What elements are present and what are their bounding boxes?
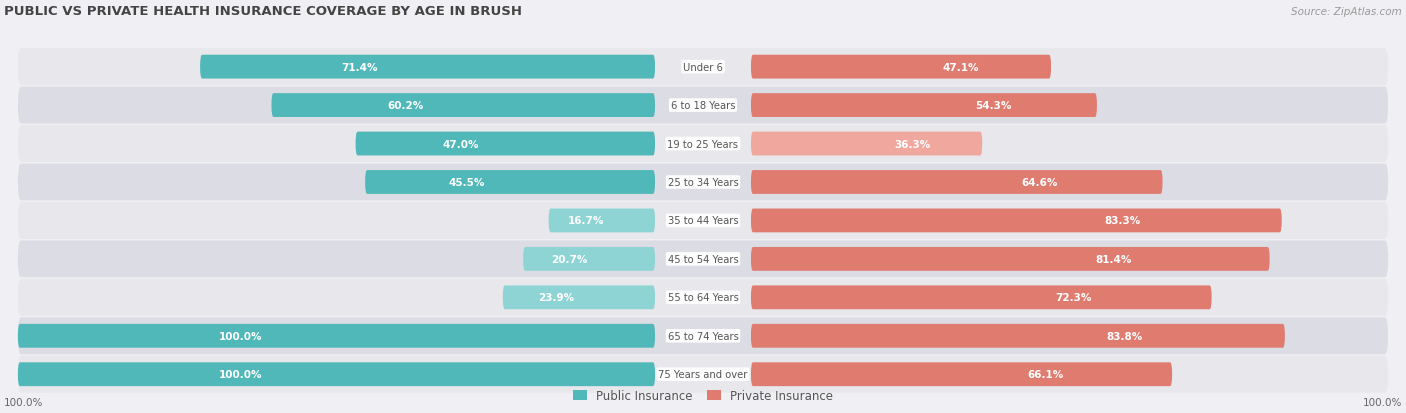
FancyBboxPatch shape bbox=[751, 247, 1270, 271]
Legend: Public Insurance, Private Insurance: Public Insurance, Private Insurance bbox=[568, 385, 838, 407]
FancyBboxPatch shape bbox=[271, 94, 655, 118]
Text: 100.0%: 100.0% bbox=[219, 331, 263, 341]
FancyBboxPatch shape bbox=[751, 324, 1285, 348]
Text: Source: ZipAtlas.com: Source: ZipAtlas.com bbox=[1291, 7, 1402, 17]
FancyBboxPatch shape bbox=[18, 318, 1388, 354]
Text: 65 to 74 Years: 65 to 74 Years bbox=[668, 331, 738, 341]
FancyBboxPatch shape bbox=[366, 171, 655, 195]
Text: 55 to 64 Years: 55 to 64 Years bbox=[668, 293, 738, 303]
FancyBboxPatch shape bbox=[18, 279, 1388, 316]
Text: 20.7%: 20.7% bbox=[551, 254, 588, 264]
Text: 6 to 18 Years: 6 to 18 Years bbox=[671, 101, 735, 111]
Text: Under 6: Under 6 bbox=[683, 62, 723, 72]
FancyBboxPatch shape bbox=[18, 49, 1388, 86]
Text: 36.3%: 36.3% bbox=[894, 139, 931, 149]
FancyBboxPatch shape bbox=[18, 164, 1388, 201]
Text: 72.3%: 72.3% bbox=[1056, 293, 1091, 303]
Text: 35 to 44 Years: 35 to 44 Years bbox=[668, 216, 738, 226]
FancyBboxPatch shape bbox=[751, 132, 983, 156]
FancyBboxPatch shape bbox=[503, 286, 655, 309]
FancyBboxPatch shape bbox=[18, 202, 1388, 239]
Text: 64.6%: 64.6% bbox=[1021, 178, 1057, 188]
Text: 81.4%: 81.4% bbox=[1095, 254, 1132, 264]
FancyBboxPatch shape bbox=[751, 56, 1052, 79]
FancyBboxPatch shape bbox=[18, 324, 655, 348]
Text: 83.8%: 83.8% bbox=[1107, 331, 1143, 341]
FancyBboxPatch shape bbox=[18, 88, 1388, 124]
FancyBboxPatch shape bbox=[751, 94, 1097, 118]
Text: 60.2%: 60.2% bbox=[388, 101, 423, 111]
Text: 54.3%: 54.3% bbox=[974, 101, 1011, 111]
Text: 66.1%: 66.1% bbox=[1028, 369, 1064, 379]
Text: 100.0%: 100.0% bbox=[219, 369, 263, 379]
Text: 25 to 34 Years: 25 to 34 Years bbox=[668, 178, 738, 188]
Text: 100.0%: 100.0% bbox=[1362, 397, 1402, 407]
FancyBboxPatch shape bbox=[751, 209, 1282, 233]
FancyBboxPatch shape bbox=[18, 241, 1388, 278]
FancyBboxPatch shape bbox=[751, 171, 1163, 195]
FancyBboxPatch shape bbox=[751, 286, 1212, 309]
FancyBboxPatch shape bbox=[18, 356, 1388, 393]
Text: 75 Years and over: 75 Years and over bbox=[658, 369, 748, 379]
Text: 47.1%: 47.1% bbox=[943, 62, 980, 72]
FancyBboxPatch shape bbox=[18, 363, 655, 386]
Text: 71.4%: 71.4% bbox=[342, 62, 378, 72]
Text: 45 to 54 Years: 45 to 54 Years bbox=[668, 254, 738, 264]
FancyBboxPatch shape bbox=[548, 209, 655, 233]
Text: 83.3%: 83.3% bbox=[1104, 216, 1140, 226]
Text: 100.0%: 100.0% bbox=[4, 397, 44, 407]
Text: 47.0%: 47.0% bbox=[441, 139, 478, 149]
Text: PUBLIC VS PRIVATE HEALTH INSURANCE COVERAGE BY AGE IN BRUSH: PUBLIC VS PRIVATE HEALTH INSURANCE COVER… bbox=[4, 5, 522, 18]
Text: 45.5%: 45.5% bbox=[449, 178, 485, 188]
FancyBboxPatch shape bbox=[356, 132, 655, 156]
FancyBboxPatch shape bbox=[200, 56, 655, 79]
FancyBboxPatch shape bbox=[523, 247, 655, 271]
Text: 19 to 25 Years: 19 to 25 Years bbox=[668, 139, 738, 149]
FancyBboxPatch shape bbox=[18, 126, 1388, 163]
FancyBboxPatch shape bbox=[751, 363, 1173, 386]
Text: 23.9%: 23.9% bbox=[538, 293, 574, 303]
Text: 16.7%: 16.7% bbox=[568, 216, 605, 226]
